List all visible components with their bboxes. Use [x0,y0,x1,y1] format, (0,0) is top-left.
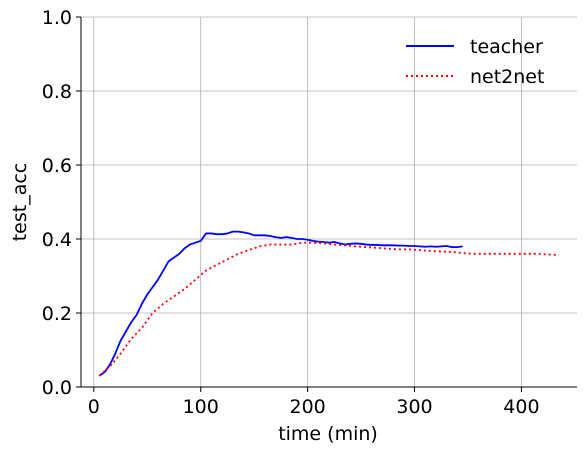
legend-label-net2net: net2net [470,66,544,88]
plot-series [98,230,559,377]
x-tick-label-2: 200 [289,396,325,418]
y-tick-label-0: 0.0 [42,377,72,399]
axes [76,16,577,392]
x-tick-label-3: 300 [396,396,432,418]
x-axis-label: time (min) [278,423,378,445]
y-tick-label-2: 0.4 [42,229,72,251]
x-tick-label-4: 400 [503,396,539,418]
tick-labels: 0 100 200 300 400 0.0 0.2 0.4 0.6 0.8 1.0 [42,7,540,418]
x-tick-label-1: 100 [183,396,219,418]
legend-label-teacher: teacher [470,36,543,58]
x-tick-label-0: 0 [88,396,100,418]
series-line-teacher [98,230,463,377]
y-axis-label: test_acc [9,163,31,242]
legend: teacher net2net [406,36,544,88]
y-tick-label-3: 0.6 [42,155,72,177]
y-tick-label-1: 0.2 [42,303,72,325]
y-tick-label-5: 1.0 [42,7,72,29]
y-tick-label-4: 0.8 [42,81,72,103]
